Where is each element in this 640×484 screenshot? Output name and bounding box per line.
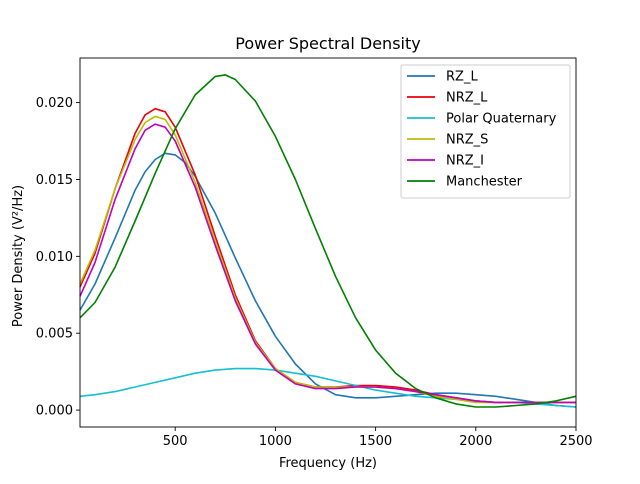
x-tick-label: 1000 bbox=[259, 434, 292, 449]
series-line-4 bbox=[79, 123, 576, 404]
chart-title: Power Spectral Density bbox=[235, 34, 420, 53]
legend-label: NRZ_I bbox=[446, 154, 484, 169]
legend-label: RZ_L bbox=[446, 70, 478, 85]
series-line-5 bbox=[79, 74, 577, 408]
legend-label: NRZ_L bbox=[446, 91, 488, 106]
x-tick-label: 1500 bbox=[359, 434, 392, 449]
legend-label: Polar Quaternary bbox=[446, 112, 557, 127]
plot-frame bbox=[79, 57, 577, 428]
legend-label: Manchester bbox=[446, 175, 523, 190]
legend: RZ_L NRZ_L Polar Quaternary NRZ_S NRZ_I Manch… bbox=[400, 64, 571, 199]
y-tick-label: 0.010 bbox=[36, 250, 73, 265]
y-tick-label: 0.000 bbox=[36, 404, 73, 419]
x-tick-label: 500 bbox=[163, 434, 188, 449]
series-layer bbox=[79, 74, 577, 408]
axes-layer: 500 1000 1500 2000 2500 0.000 0.005 0.010 0.015 0… bbox=[36, 57, 593, 449]
x-axis-label: Frequency (Hz) bbox=[279, 456, 377, 471]
series-line-0 bbox=[79, 152, 577, 408]
x-tick-label: 2500 bbox=[559, 434, 592, 449]
y-tick-label: 0.005 bbox=[36, 327, 73, 342]
legend-label: NRZ_S bbox=[446, 133, 488, 148]
y-tick-label: 0.015 bbox=[36, 173, 73, 188]
legend-box bbox=[400, 64, 571, 199]
x-tick-label: 2000 bbox=[459, 434, 492, 449]
y-axis-label: Power Density (V²/Hz) bbox=[11, 185, 26, 327]
y-tick-label: 0.020 bbox=[36, 96, 73, 111]
